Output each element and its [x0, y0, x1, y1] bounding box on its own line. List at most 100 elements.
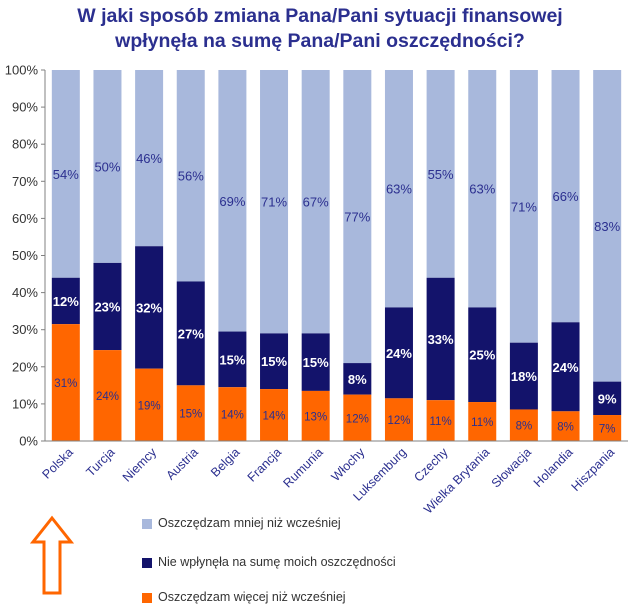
- y-tick-label: 40%: [12, 285, 38, 300]
- data-label-less: 83%: [594, 219, 620, 234]
- bar-segment-unaffected: [384, 307, 413, 399]
- up-arrow-outline-icon: [30, 515, 74, 595]
- data-label-more: 11%: [471, 417, 493, 429]
- bar-segment-less: [551, 70, 580, 323]
- chart-title: W jaki sposób zmiana Pana/Pani sytuacji …: [0, 4, 640, 54]
- bar-segment-more: [135, 368, 164, 441]
- data-label-more: 15%: [179, 409, 202, 421]
- legend-swatch-more: [142, 593, 152, 603]
- legend-label-less: Oszczędzam mniej niż wcześniej: [158, 516, 341, 530]
- data-label-unaffected: 33%: [428, 332, 454, 347]
- bar-segment-more: [343, 394, 372, 441]
- bar-segment-more: [51, 324, 80, 441]
- legend-swatch-unaffected: [142, 558, 152, 568]
- data-label-unaffected: 24%: [553, 360, 579, 375]
- bar-segment-more: [218, 387, 247, 441]
- y-tick-label: 100%: [5, 63, 39, 78]
- bar-segment-unaffected: [135, 246, 164, 369]
- bar-segment-less: [301, 70, 330, 334]
- bar-segment-unaffected: [468, 307, 497, 403]
- bar-segment-less: [176, 70, 205, 282]
- data-label-less: 66%: [553, 189, 579, 204]
- data-label-unaffected: 9%: [598, 391, 617, 406]
- category-label: Francja: [245, 445, 284, 484]
- category-label: Hiszpania: [569, 445, 618, 494]
- data-label-unaffected: 15%: [303, 355, 329, 370]
- y-tick-label: 70%: [12, 174, 38, 189]
- y-tick-label: 90%: [12, 100, 38, 115]
- bar-segment-less: [51, 70, 80, 278]
- bar-segment-unaffected: [176, 281, 205, 386]
- chart-title-line-1: W jaki sposób zmiana Pana/Pani sytuacji …: [77, 5, 563, 27]
- bar-segment-less: [426, 70, 455, 278]
- bar-segment-more: [260, 389, 289, 441]
- legend-label-more: Oszczędzam więcej niż wcześniej: [158, 590, 346, 604]
- data-label-more: 8%: [516, 421, 533, 433]
- data-label-more: 19%: [138, 400, 161, 412]
- data-label-less: 63%: [469, 182, 495, 197]
- category-label: Turcja: [83, 445, 117, 479]
- data-label-more: 12%: [346, 413, 369, 425]
- legend-item-more: Oszczędzam więcej niż wcześniej: [142, 589, 418, 605]
- legend-item-unaffected: Nie wpłynęła na sumę moich oszczędności: [142, 554, 418, 570]
- y-tick-label: 0%: [19, 434, 38, 449]
- bar-segment-more: [551, 411, 580, 441]
- bar-segment-more: [468, 402, 497, 441]
- data-label-unaffected: 8%: [348, 372, 367, 387]
- bar-segment-less: [260, 70, 289, 334]
- data-label-unaffected: 25%: [469, 348, 495, 363]
- bar-segment-less: [468, 70, 497, 308]
- data-label-more: 12%: [387, 415, 410, 427]
- data-label-less: 69%: [219, 194, 245, 209]
- stacked-bar-chart: 0% 10% 20% 30% 40% 50% 60% 70% 80% 90% 100% 54% 12% 3…: [5, 63, 628, 517]
- category-label: Słowacja: [489, 445, 534, 490]
- category-label: Czechy: [411, 445, 451, 485]
- category-label: Rumunia: [281, 445, 326, 490]
- bar-segment-more: [593, 415, 622, 441]
- bar-segment-less: [218, 70, 247, 332]
- data-label-less: 56%: [178, 169, 204, 184]
- y-tick-label: 30%: [12, 322, 38, 337]
- legend-item-less: Oszczędzam mniej niż wcześniej: [142, 515, 418, 531]
- bar-segment-less: [135, 70, 164, 247]
- chart-title-line-2: wpłynęła na sumę Pana/Pani oszczędności?: [115, 30, 525, 52]
- y-tick-label: 10%: [12, 396, 38, 411]
- bar-segment-less: [593, 70, 622, 382]
- bar-segment-unaffected: [343, 363, 372, 395]
- data-label-unaffected: 23%: [94, 300, 120, 315]
- data-label-less: 63%: [386, 182, 412, 197]
- data-label-unaffected: 32%: [136, 300, 162, 315]
- bar-segment-less: [509, 70, 538, 343]
- data-label-unaffected: 24%: [386, 346, 412, 361]
- bar-segment-unaffected: [93, 262, 122, 351]
- data-label-more: 7%: [599, 424, 616, 436]
- data-label-more: 8%: [557, 422, 574, 434]
- bar-segment-unaffected: [51, 277, 80, 325]
- data-label-less: 71%: [511, 199, 537, 214]
- category-label: Austria: [163, 445, 200, 482]
- bar-segment-unaffected: [301, 333, 330, 391]
- category-label: Niemcy: [120, 445, 160, 485]
- data-label-unaffected: 18%: [511, 369, 537, 384]
- y-tick-label: 80%: [12, 137, 38, 152]
- bar-segment-less: [343, 70, 372, 364]
- bar-segment-unaffected: [551, 322, 580, 412]
- data-label-less: 54%: [53, 167, 79, 182]
- data-label-less: 55%: [428, 167, 454, 182]
- data-label-more: 24%: [96, 391, 119, 403]
- bar-segment-unaffected: [260, 333, 289, 390]
- data-label-more: 31%: [54, 378, 77, 390]
- data-label-more: 13%: [304, 411, 327, 423]
- category-label: Włochy: [329, 445, 368, 484]
- bar-segment-unaffected: [593, 381, 622, 416]
- bar-segment-more: [176, 385, 205, 441]
- data-label-unaffected: 27%: [178, 326, 204, 341]
- legend-swatch-less: [142, 519, 152, 529]
- bar-segment-more: [509, 409, 538, 441]
- data-label-unaffected: 12%: [53, 294, 79, 309]
- data-label-less: 67%: [303, 195, 329, 210]
- category-label: Belgia: [208, 445, 243, 480]
- y-tick-label: 50%: [12, 248, 38, 263]
- data-label-less: 71%: [261, 195, 287, 210]
- data-label-less: 77%: [344, 210, 370, 225]
